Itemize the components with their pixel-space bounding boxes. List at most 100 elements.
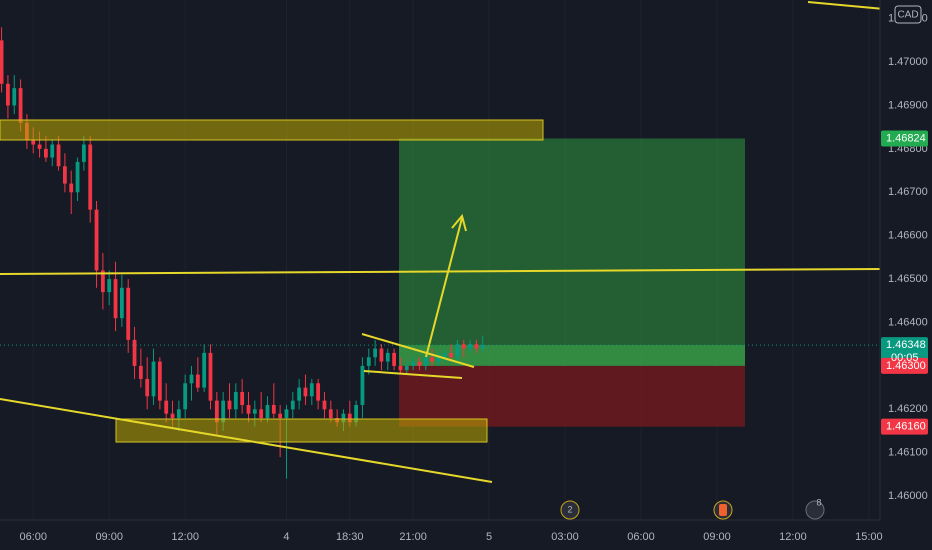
price-badge [881, 130, 928, 147]
position-tool [0, 138, 880, 427]
candle-body [284, 409, 289, 418]
loss-zone [399, 365, 745, 427]
event-count: 8 [816, 497, 821, 507]
candle-body [373, 348, 378, 358]
y-tick-label: 1.46400 [888, 316, 928, 328]
price-badge-label: 1.46824 [886, 132, 926, 144]
candle-body [442, 352, 447, 358]
price-badge-label: 1.46348 [886, 339, 926, 351]
price-badge [881, 418, 928, 435]
candle-body [88, 144, 93, 210]
candle-body [164, 400, 169, 414]
candle-body [75, 161, 80, 193]
profit-zone [399, 138, 745, 366]
y-tick-label: 1.46000 [888, 490, 928, 502]
candle-body [44, 148, 48, 158]
candle-body [309, 383, 314, 397]
candle-body [398, 365, 403, 371]
price-badge-label: 1.46160 [886, 421, 926, 433]
candle-body [303, 387, 308, 397]
candle-body [360, 365, 365, 405]
candle-body [221, 400, 226, 423]
price-badges: 1.46824 1.46348 1.46300 1.46160 00:05 CAD [881, 5, 928, 435]
candle-body [246, 404, 251, 414]
candle-body [436, 357, 441, 362]
x-tick-label: 09:00 [703, 531, 731, 543]
candle-body [31, 140, 36, 145]
candle-body [56, 144, 61, 167]
horizontal-line [0, 268, 884, 275]
candle-body [474, 344, 479, 349]
x-tick-label: 06:00 [19, 531, 47, 543]
x-tick-label: 5 [486, 531, 492, 543]
candle-body [176, 409, 181, 418]
candle-body [322, 400, 327, 410]
x-tick-label: 15:00 [855, 531, 883, 543]
candle-body [107, 279, 112, 293]
candle-body [94, 209, 99, 271]
candle-body [12, 88, 17, 106]
candle-body [50, 144, 55, 158]
y-tick-label: 1.46100 [888, 447, 928, 459]
candle-body [214, 400, 219, 423]
candle-body [461, 344, 466, 349]
candle-body [423, 357, 428, 366]
time-axis [0, 520, 932, 550]
candle-body [202, 352, 207, 388]
candle-body [480, 345, 485, 349]
candle-body [354, 404, 359, 423]
candle-body [411, 361, 415, 366]
candle-body [170, 413, 175, 418]
candle-body [366, 357, 371, 366]
candle-body [62, 166, 67, 184]
candle-body [208, 352, 213, 401]
x-tick-label: 12:00 [779, 531, 807, 543]
candle-body [233, 391, 238, 410]
events: 2 8 [560, 497, 825, 520]
price-axis [880, 0, 932, 550]
candle-body [189, 374, 194, 384]
candle-body [430, 357, 434, 362]
price-badge [881, 357, 928, 374]
candle-body [392, 352, 396, 366]
candle-body [278, 413, 283, 418]
y-tick-label: 1.46500 [888, 273, 928, 285]
candle-body [145, 378, 150, 397]
x-tick-label: 18:30 [336, 531, 364, 543]
candle-body [271, 404, 276, 414]
y-tick-label: 1.46700 [888, 186, 928, 198]
y-tick-label: 1.47000 [888, 56, 928, 68]
candle-body [347, 413, 352, 423]
currency-badge [894, 5, 922, 24]
x-tick-label: 12:00 [171, 531, 199, 543]
wedge-line [361, 333, 475, 368]
x-tick-label: 21:00 [399, 531, 427, 543]
arrow-head [451, 213, 467, 232]
demand-zone [115, 418, 488, 443]
candle-body [240, 391, 245, 405]
candle-body [6, 83, 10, 106]
candle-body [449, 352, 453, 358]
event-flag [719, 504, 727, 516]
event-icon[interactable] [805, 500, 825, 520]
candle-body [265, 404, 270, 418]
y-tick-label: 1.46900 [888, 99, 928, 111]
candle-body [132, 339, 137, 366]
candle-body [341, 413, 346, 423]
candle-body [417, 361, 422, 366]
drawings [0, 1, 885, 483]
candle-body [100, 270, 105, 293]
event-icon[interactable] [560, 500, 580, 520]
candle-body [227, 400, 232, 410]
candle-body [69, 183, 74, 193]
candle-body [468, 344, 472, 349]
y-tick-label: 1.46200 [888, 403, 928, 415]
arrow-line [425, 217, 463, 358]
currency-label: CAD [897, 10, 918, 21]
candle-body [37, 144, 42, 149]
candle-body [259, 409, 264, 418]
candle-body [290, 400, 295, 410]
candle-body [0, 40, 4, 84]
